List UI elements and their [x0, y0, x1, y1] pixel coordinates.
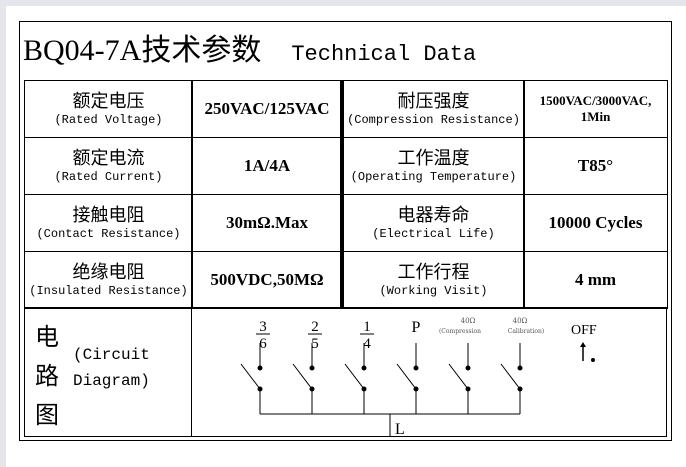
switch-blade: [292, 363, 313, 390]
param-name-en: (Operating Temperature): [350, 170, 517, 184]
circuit-diagram-cell: [191, 307, 667, 437]
param-name-zh: 额定电压: [72, 91, 145, 112]
param-value: 250VAC/125VAC: [204, 99, 330, 118]
param-name-en: (Rated Voltage): [54, 113, 163, 127]
param-name-en: (Working Visit): [379, 284, 488, 298]
switch-blade: [396, 363, 417, 390]
title-en: Technical Data: [291, 42, 477, 67]
label-numerator: 1: [363, 319, 371, 335]
param-value: 30mΩ.Max: [225, 213, 309, 232]
param-value: 10000 Cycles: [548, 213, 643, 232]
label-small-top: 40Ω: [461, 317, 476, 325]
param-value: 1500VAC/3000VAC,: [539, 93, 652, 108]
contact-dot: [361, 365, 367, 371]
param-name-zh: 绝缘电阻: [72, 262, 145, 283]
off-dot: [591, 358, 595, 362]
param-value: 500VDC,50MΩ: [210, 270, 324, 289]
param-name-en: (Electrical Life): [372, 227, 495, 241]
contact-dot: [413, 365, 419, 371]
label-numerator: 3: [259, 319, 267, 335]
off-label: OFF: [571, 323, 597, 338]
label-small-bottom: Calibration): [508, 328, 544, 335]
param-name-en: (Rated Current): [54, 170, 163, 184]
param-name-en: (Contact Resistance): [36, 227, 181, 241]
contact-dot: [257, 365, 263, 371]
contact-dot: [465, 365, 471, 371]
switch-blade: [344, 363, 365, 390]
label-small-bottom: (Compression: [439, 328, 481, 335]
label-small-top: 40Ω: [513, 317, 528, 325]
label-p: P: [412, 319, 421, 336]
param-label: 绝缘电阻 (Insulated Resistance): [24, 251, 193, 309]
circuit-label-cell: 电 路 图 (Circuit Diagram): [24, 307, 192, 437]
param-name-zh: 耐压强度: [397, 91, 470, 112]
title-model: BQ04-7A技术参数: [23, 34, 262, 67]
switch-blade: [500, 363, 521, 390]
circuit-zh-1: 电: [35, 323, 59, 351]
param-name-zh: 电器寿命: [397, 205, 470, 226]
label-denominator: 4: [363, 336, 371, 352]
param-label: 工作行程 (Working Visit): [342, 251, 525, 309]
circuit-en-1: (Circuit: [73, 346, 150, 364]
spec-sheet-border: [19, 21, 672, 441]
param-value: 1A/4A: [243, 156, 291, 175]
contact-dot: [517, 365, 523, 371]
param-label: 额定电流 (Rated Current): [24, 137, 193, 195]
param-name-zh: 工作行程: [397, 262, 470, 283]
param-value: T85°: [577, 156, 614, 175]
switch-blade: [240, 363, 261, 390]
circuit-zh-2: 路: [35, 362, 59, 390]
param-name-zh: 额定电流: [72, 148, 145, 169]
switch-blade: [448, 363, 469, 390]
off-arrow-head: [580, 342, 586, 347]
param-value: 4 mm: [574, 270, 617, 289]
param-name-zh: 接触电阻: [72, 205, 145, 226]
label-numerator: 2: [311, 319, 319, 335]
label-denominator: 5: [311, 336, 319, 352]
param-value-cell: 4 mm: [523, 251, 668, 309]
param-name-en: (Compression Resistance): [347, 113, 520, 127]
param-value-2: 1Min: [580, 109, 611, 124]
circuit-en-2: Diagram): [73, 372, 150, 390]
circuit-zh-3: 图: [35, 401, 59, 429]
contact-dot: [309, 365, 315, 371]
param-label: 电器寿命 (Electrical Life): [342, 194, 525, 252]
param-name-zh: 工作温度: [397, 148, 470, 169]
column-divider: [340, 80, 344, 308]
param-name-en: (Insulated Resistance): [29, 284, 188, 298]
label-denominator: 6: [259, 336, 267, 352]
common-label: L: [395, 421, 405, 438]
page-title: BQ04-7A技术参数 Technical Data: [23, 25, 476, 69]
